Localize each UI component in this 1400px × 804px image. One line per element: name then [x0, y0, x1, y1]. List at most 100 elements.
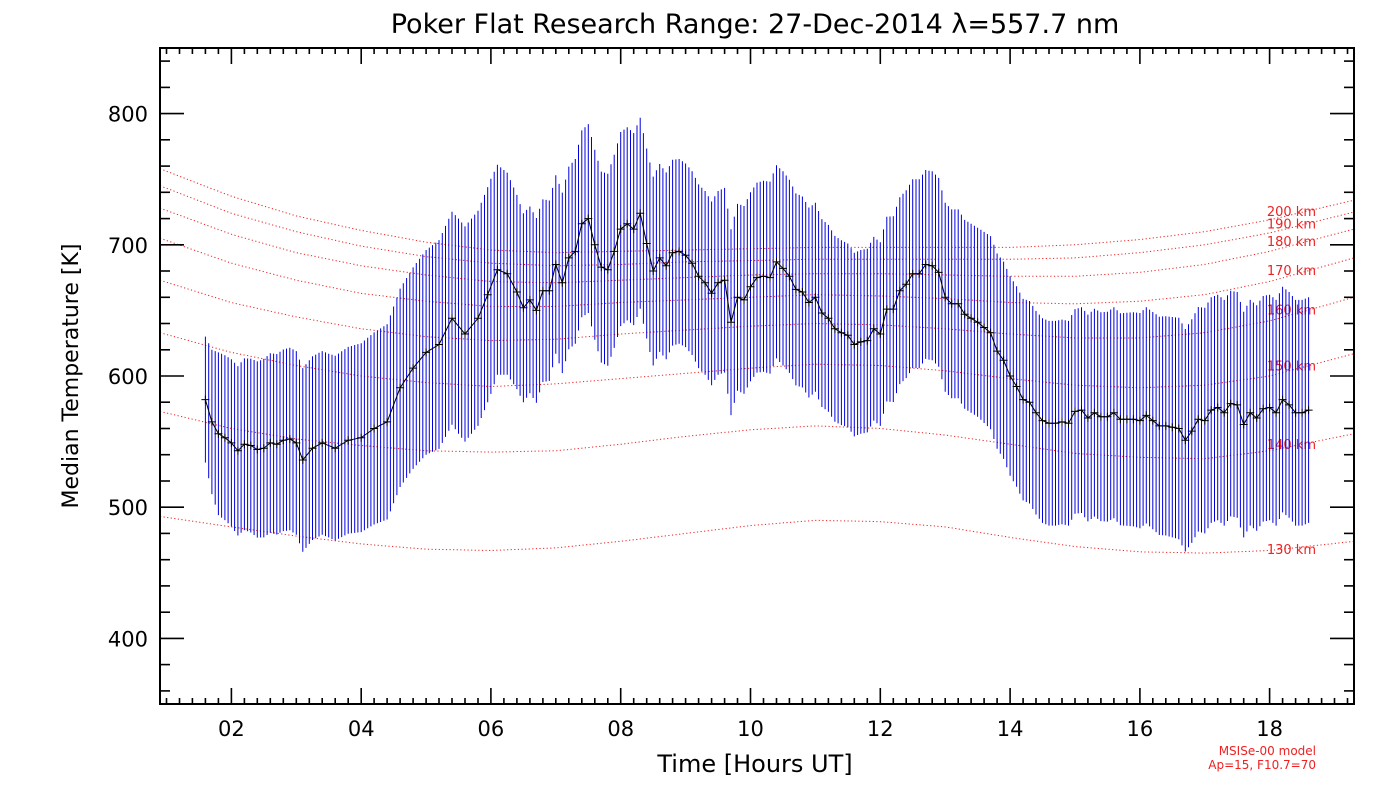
model-curve-label: 170 km	[1267, 264, 1316, 279]
data-point	[1181, 436, 1190, 445]
data-point	[1213, 403, 1222, 412]
model-curve	[159, 410, 1355, 460]
data-point	[279, 436, 288, 445]
data-point	[246, 441, 255, 450]
data-point	[525, 295, 534, 304]
series-line	[204, 211, 1309, 461]
y-tick-label: 700	[108, 234, 148, 258]
model-name-note: MSISe-00 model	[1219, 744, 1316, 758]
data-point	[1019, 395, 1028, 404]
data-point	[1252, 414, 1261, 422]
data-point	[1220, 408, 1229, 417]
data-point	[1109, 408, 1118, 417]
y-tick-label: 400	[108, 627, 148, 651]
data-point	[642, 239, 651, 248]
data-point	[681, 251, 690, 260]
data-point	[1006, 372, 1015, 380]
data-point	[1051, 419, 1060, 428]
data-point	[1259, 404, 1268, 413]
data-point	[603, 265, 612, 274]
data-point	[1278, 395, 1287, 404]
data-point	[357, 433, 366, 442]
data-point	[863, 336, 872, 345]
data-point	[545, 286, 554, 295]
data-point	[220, 433, 229, 442]
data-point	[720, 276, 729, 285]
data-point	[227, 438, 236, 447]
data-point	[798, 288, 807, 296]
data-point	[1025, 398, 1034, 407]
data-point	[503, 269, 512, 278]
data-point	[954, 299, 963, 308]
data-point	[649, 267, 658, 275]
data-point	[714, 278, 723, 287]
data-point	[1038, 416, 1047, 425]
data-point	[597, 263, 606, 272]
data-point	[1012, 382, 1021, 391]
data-point	[727, 318, 735, 327]
data-series	[201, 209, 1313, 464]
data-point	[1148, 416, 1157, 425]
data-point	[564, 253, 573, 262]
data-point	[668, 248, 677, 257]
data-point	[980, 323, 989, 332]
x-tick-label: 14	[997, 717, 1024, 741]
data-point	[577, 219, 586, 228]
data-point	[1200, 416, 1209, 425]
data-point	[298, 456, 307, 464]
data-point	[921, 260, 930, 269]
data-point	[772, 257, 781, 266]
data-point	[1246, 408, 1255, 417]
data-point	[1103, 412, 1112, 421]
data-point	[233, 446, 242, 455]
y-tick-label: 500	[108, 496, 148, 520]
data-point	[850, 340, 859, 349]
data-point	[519, 303, 528, 312]
model-curve-label: 130 km	[1267, 543, 1316, 558]
x-tick-label: 08	[607, 717, 634, 741]
data-point	[928, 261, 937, 270]
data-point	[701, 278, 710, 287]
data-point	[483, 290, 492, 299]
x-tick-label: 12	[867, 717, 894, 741]
data-point	[1265, 403, 1274, 412]
data-point	[999, 356, 1008, 365]
data-point	[740, 295, 748, 304]
data-point	[746, 282, 755, 291]
data-point	[493, 265, 502, 274]
data-point	[759, 272, 768, 281]
data-point	[694, 272, 703, 281]
data-point	[804, 298, 813, 307]
x-tick-label: 10	[737, 717, 764, 741]
data-point	[655, 253, 664, 262]
data-point	[207, 417, 216, 426]
data-point	[1032, 408, 1040, 417]
x-tick-label: 18	[1256, 717, 1283, 741]
data-point	[584, 214, 593, 223]
data-point	[895, 286, 904, 295]
data-point	[1071, 407, 1079, 416]
data-point	[824, 314, 833, 323]
data-point	[461, 330, 469, 338]
data-point	[629, 225, 638, 234]
data-point	[733, 293, 742, 302]
data-point	[532, 306, 541, 315]
data-point	[707, 289, 716, 298]
data-point	[1239, 420, 1248, 429]
data-point	[344, 436, 353, 445]
data-point	[1174, 424, 1183, 433]
data-point	[1090, 408, 1099, 417]
data-point	[889, 305, 898, 314]
model-curve-label: 180 km	[1267, 235, 1316, 250]
data-point	[960, 310, 969, 319]
data-point	[623, 219, 632, 228]
data-point	[396, 383, 405, 392]
y-axis-label: Median Temperature [K]	[59, 244, 84, 509]
x-axis-label: Time [Hours UT]	[656, 750, 852, 778]
data-point	[253, 445, 262, 454]
data-point	[688, 259, 697, 268]
data-point	[240, 440, 249, 449]
